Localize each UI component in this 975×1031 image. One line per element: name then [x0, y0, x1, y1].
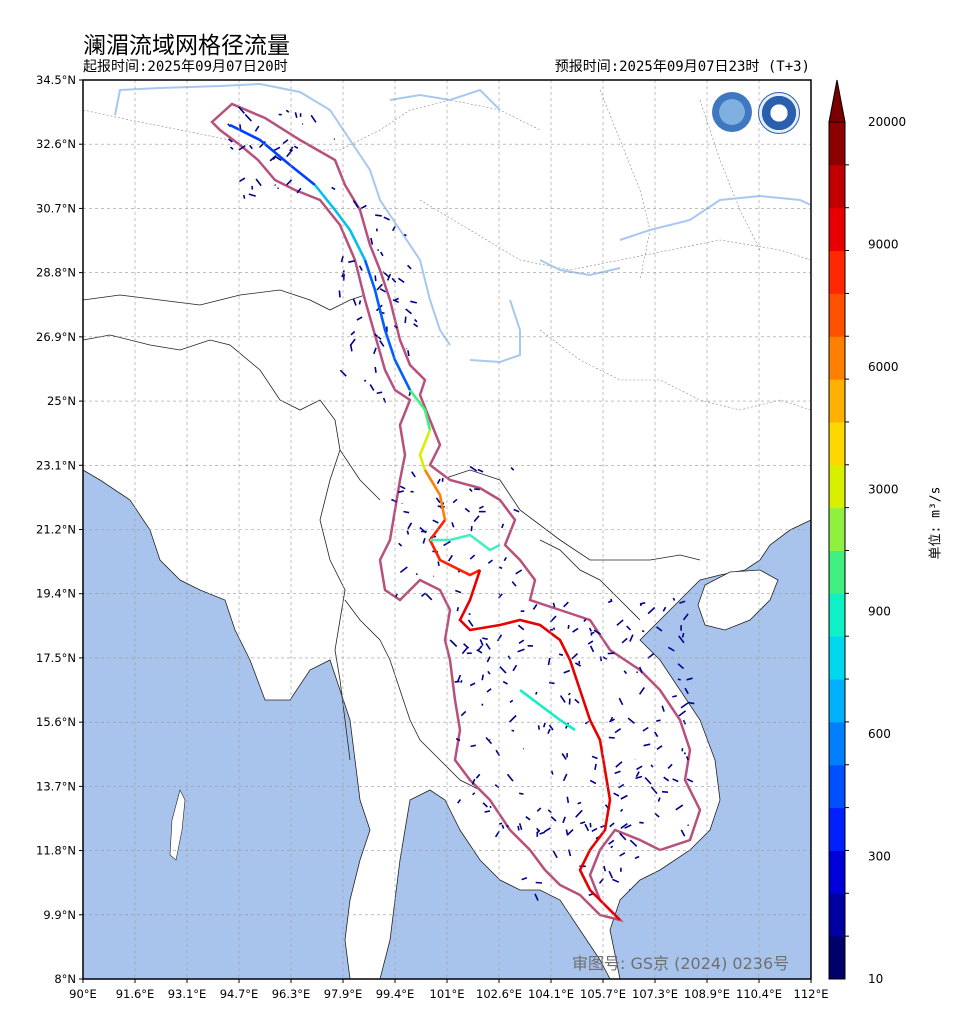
colorbar-swatch — [829, 850, 845, 894]
cma-logo — [758, 92, 800, 134]
lon-tick-label: 94.7°E — [220, 987, 259, 1001]
colorbar-label: 3000 — [868, 482, 899, 496]
lon-tick-label: 99.4°E — [376, 987, 415, 1001]
colorbar-label: 10 — [868, 972, 883, 986]
lon-tick-label: 101°E — [430, 987, 465, 1001]
lat-tick-label: 21.2°N — [36, 523, 76, 537]
lon-tick-label: 107.3°E — [632, 987, 678, 1001]
colorbar-swatch — [829, 207, 845, 252]
lat-tick-label: 26.9°N — [36, 330, 76, 344]
lat-tick-label: 28.8°N — [36, 266, 76, 280]
colorbar-swatch — [829, 807, 845, 851]
lat-tick-label: 11.8°N — [36, 844, 76, 858]
lat-tick-label: 8°N — [54, 972, 76, 986]
lat-tick-label: 32.6°N — [36, 137, 76, 151]
basin-boundary — [210, 102, 702, 923]
lon-tick-label: 97.9°E — [324, 987, 363, 1001]
colorbar-swatch — [829, 550, 845, 594]
colorbar-swatch — [829, 164, 845, 209]
lat-tick-label: 9.9°N — [43, 908, 76, 922]
review-number: 审图号: GS京 (2024) 0236号 — [572, 954, 790, 973]
lat-tick-label: 13.7°N — [36, 779, 76, 793]
graticule — [83, 80, 811, 979]
lat-tick-label: 23.1°N — [36, 458, 76, 472]
issue-time: 起报时间:2025年09月07日20时 — [83, 59, 288, 75]
colorbar-swatch — [829, 636, 845, 680]
colorbar-swatch — [829, 122, 845, 166]
lon-tick-label: 102.6°E — [476, 987, 522, 1001]
lat-tick-label: 25°N — [47, 394, 76, 408]
lon-tick-label: 112°E — [794, 987, 829, 1001]
lon-tick-label: 93.1°E — [168, 987, 207, 1001]
colorbar-label: 9000 — [868, 237, 899, 251]
colorbar-swatch — [829, 764, 845, 809]
lon-tick-label: 91.6°E — [116, 987, 155, 1001]
colorbar-swatch — [829, 593, 845, 637]
colorbar-swatch — [829, 421, 845, 466]
map-title: 澜湄流域网格径流量 — [83, 33, 290, 59]
colorbar-label: 300 — [868, 850, 891, 864]
hainan-island — [697, 569, 779, 631]
main-channel — [229, 123, 621, 921]
lat-tick-label: 19.4°N — [36, 587, 76, 601]
forecast-time: 预报时间:2025年09月07日23时 (T+3) — [554, 59, 810, 75]
colorbar-swatch — [829, 721, 845, 766]
colorbar-swatch — [829, 250, 845, 294]
wmo-logo — [712, 92, 752, 132]
lon-tick-label: 105.7°E — [580, 987, 626, 1001]
lon-tick-label: 104.1°E — [528, 987, 574, 1001]
longitude-labels: 90°E 91.6°E 93.1°E 94.7°E 96.3°E 97.9°E 99.4°E… — [69, 979, 828, 1001]
colorbar-swatch — [829, 507, 845, 551]
lat-tick-label: 34.5°N — [36, 73, 76, 87]
colorbar-swatch — [829, 379, 845, 423]
latitude-labels: 34.5°N 32.6°N 30.7°N 28.8°N 26.9°N 25°N 23.1°N… — [36, 73, 83, 986]
lat-tick-label: 17.5°N — [36, 651, 76, 665]
colorbar-labels: 20000 9000 6000 3000 900 600 300 10 — [868, 115, 906, 986]
colorbar-swatch — [829, 464, 845, 509]
lon-tick-label: 110.4°E — [736, 987, 782, 1001]
colorbar — [828, 79, 849, 980]
colorbar-swatch — [829, 336, 845, 380]
province-borders — [82, 89, 812, 411]
colorbar-label: 20000 — [868, 115, 906, 129]
sea-areas — [82, 469, 812, 980]
lat-tick-label: 30.7°N — [36, 201, 76, 215]
colorbar-swatch — [829, 936, 845, 980]
colorbar-label: 900 — [868, 605, 891, 619]
colorbar-label: 600 — [868, 727, 891, 741]
lat-tick-label: 15.6°N — [36, 715, 76, 729]
colorbar-swatch — [829, 679, 845, 723]
lon-tick-label: 96.3°E — [272, 987, 311, 1001]
colorbar-swatch — [829, 293, 845, 337]
andaman-islands — [169, 789, 186, 861]
colorbar-unit: 单位: m³/s — [928, 486, 944, 560]
country-borders — [82, 289, 701, 821]
colorbar-label: 6000 — [868, 360, 899, 374]
colorbar-extend-arrow — [828, 79, 846, 123]
colorbar-swatch — [829, 893, 845, 937]
lon-tick-label: 108.9°E — [684, 987, 730, 1001]
lon-tick-label: 90°E — [69, 987, 97, 1001]
